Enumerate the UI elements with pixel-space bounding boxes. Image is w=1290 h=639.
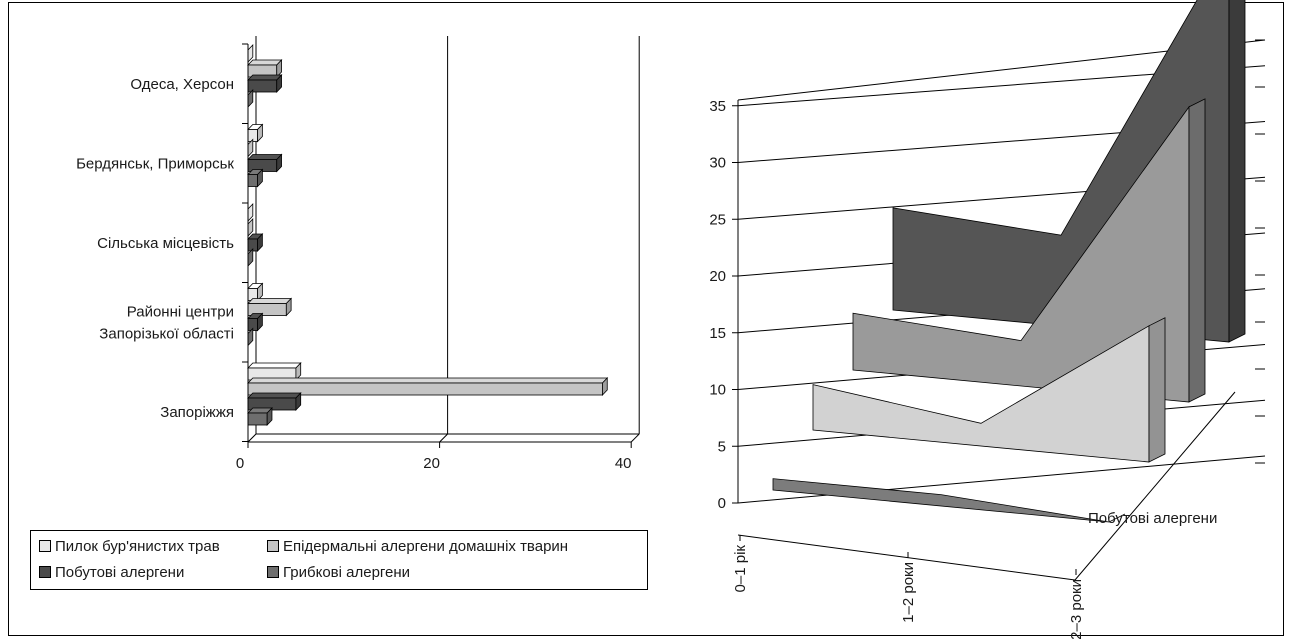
floor-line-20 [439,433,448,443]
category-label-1-0: Бердянськ, Приморськ [76,155,234,172]
y-tick-label-0: 0 [718,495,726,512]
y-tick-label-35: 35 [709,98,726,115]
legend-item-household: Побутові алергени [39,563,184,583]
floor-corner [247,433,257,443]
bar-side-0-1 [276,59,282,78]
category-label-0: 0–1 рік [732,545,749,593]
area-series-0 [772,478,1126,523]
x-tick-label-40: 40 [615,455,632,472]
bar-side-1-2 [276,153,282,173]
legend-swatch-epidermal [267,540,279,552]
bar-side-3-2 [257,312,263,332]
category-label-3-1: Запорізької області [99,325,234,342]
area-edge-1 [1148,317,1166,463]
y-tick-label-10: 10 [709,382,726,399]
bar-chart-allergens-by-region: 0 20 40 Одеса, Херсон Бердянськ, Приморськ Сі… [76,36,640,472]
y-tick-label-30: 30 [709,155,726,172]
legend: Пилок бур'янистих трав Епідермальні алер… [30,530,648,590]
bar-4-3 [247,407,273,426]
bar-0-2 [247,74,283,93]
bar-4-1 [247,377,609,396]
bar-side-4-0 [295,362,302,381]
category-label-4-0: Запоріжжя [160,404,234,421]
area-edge-0 [1108,513,1126,523]
area-face-0 [772,478,1110,523]
category-label-2: 2–3 роки [1068,579,1085,639]
y-tick-label-20: 20 [709,268,726,285]
category-label-3-0: Районні центри [127,303,234,320]
bar-1-3 [247,168,264,188]
bar-4-0 [247,362,302,381]
legend-label-fungal: Грибкові алергени [283,564,411,581]
legend-swatch-weed-pollen [39,540,51,552]
bar-3-2 [247,312,264,332]
bar-side-4-1 [602,377,608,396]
grid-line-0 [737,455,1266,504]
bar-side-1-0 [257,123,263,143]
area-edge-2 [1188,98,1206,403]
bar-side-2-2 [257,233,263,252]
category-axis-line [737,534,1076,581]
bar-side-1-3 [257,168,263,188]
bar-side-4-2 [295,392,302,411]
x-tick-label-0: 0 [236,455,244,472]
legend-label-household: Побутові алергени [55,564,185,581]
legend-swatch-fungal [267,566,279,578]
series-axis-label: Побутові алергени [1088,510,1217,527]
bar-4-2 [247,392,302,411]
bar-3-1 [247,297,293,317]
y-tick-label-25: 25 [709,211,726,228]
bar-1-0 [247,123,264,143]
bar-0-1 [247,59,283,78]
legend-item-fungal: Грибкові алергени [267,563,410,583]
category-label-1: 1–2 роки [900,562,917,623]
series-axis-line [1074,391,1236,581]
bar-side-3-1 [285,297,292,317]
x-tick-label-20: 20 [423,455,440,472]
y-tick-label-15: 15 [709,325,726,342]
area-edge-3 [1228,0,1246,343]
category-label-0-0: Одеса, Херсон [130,76,234,93]
category-label-2-0: Сільська місцевість [97,235,234,252]
bar-3-0 [247,282,264,302]
legend-item-epidermal: Епідермальні алергени домашніх тварин [267,537,568,557]
y-tick-label-5: 5 [718,438,726,455]
area-series-1 [812,317,1166,463]
bar-side-0-2 [276,74,282,93]
legend-item-weed-pollen: Пилок бур'янистих трав [39,537,220,557]
bar-side-4-3 [266,407,273,426]
bar-side-3-0 [257,282,263,302]
legend-label-weed-pollen: Пилок бур'янистих трав [55,538,220,555]
legend-swatch-household [39,566,51,578]
area-face-1 [812,325,1150,463]
floor-line-40 [630,433,640,443]
legend-label-epidermal: Епідермальні алергени домашніх тварин [283,538,569,555]
